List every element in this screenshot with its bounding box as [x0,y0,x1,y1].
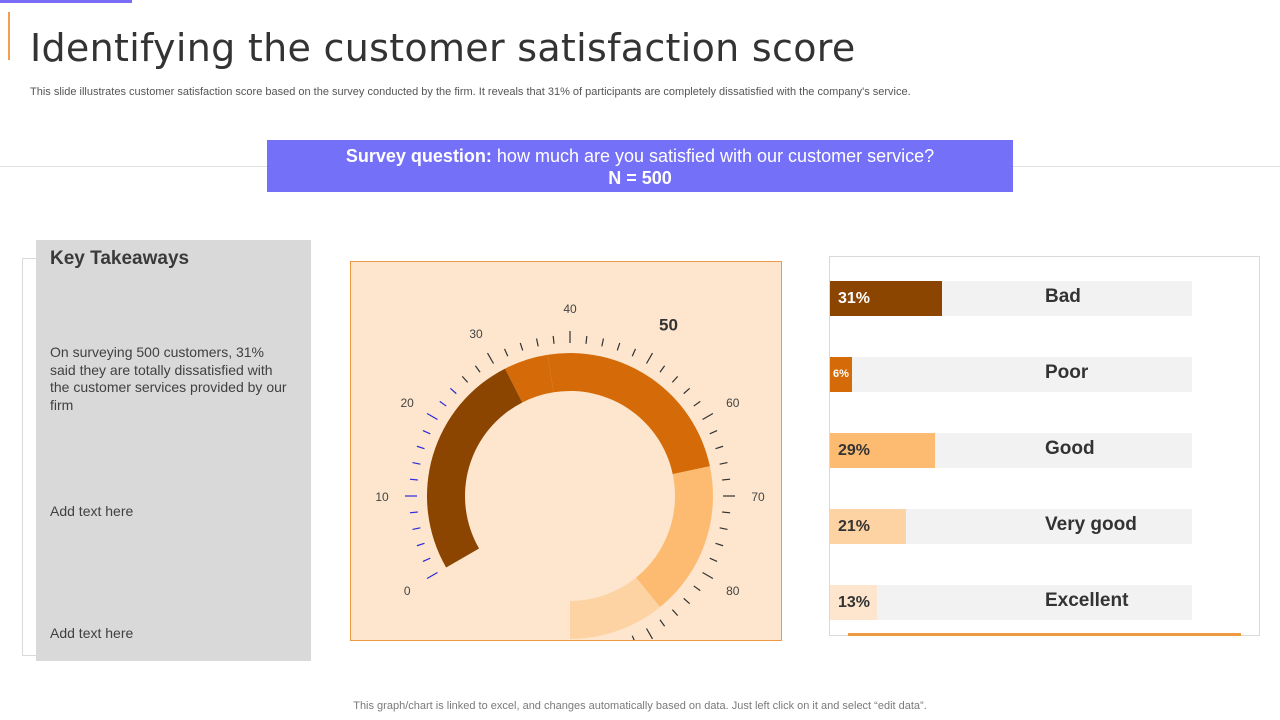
key-takeaways-panel: Key Takeaways On surveying 500 customers… [36,240,311,661]
bar-category-label-bad: Bad [1045,286,1081,307]
gauge-tick-32 [503,348,509,357]
bar-value-label-excellent: 13% [838,594,871,611]
gauge-tick-76 [715,542,724,547]
bar-good [830,433,935,468]
gauge-tick-54 [671,375,679,383]
bar-track-excellent: 13% Excellent [830,585,1192,620]
gauge-tick-label-60: 60 [726,396,740,410]
gauge-tick-50 [645,352,654,364]
survey-question-box: Survey question: how much are you satisf… [267,140,1013,192]
gauge-tick-label-20: 20 [401,396,415,410]
bar-category-label-excellent: Excellent [1045,590,1129,611]
title-accent-line [8,12,10,60]
placeholder-text-2: Add text here [50,625,134,641]
gauge-tick-42 [585,335,588,344]
gauge-tick-84 [683,597,691,605]
bar-track-good: 29% Good [830,433,1192,468]
gauge-tick-36 [535,338,539,347]
survey-question-text: how much are you satisfied with our cust… [491,146,935,166]
gauge-tick-56 [683,387,691,395]
placeholder-text-1: Add text here [50,503,134,519]
gauge-tick-80 [702,571,714,580]
gauge-tick-label-50: 50 [659,315,678,334]
bar-excellent [830,585,878,620]
gauge-tick-28 [474,365,481,373]
bar-very-good [830,509,907,544]
gauge-tick-18 [422,429,431,435]
gauge-tick-label-30: 30 [469,327,483,341]
gauge-tick-38 [552,335,555,344]
bar-track-very-good: 21% Very good [830,509,1192,544]
top-accent-bar [0,0,132,3]
bar-track-bad: 31% Bad [830,281,1192,316]
gauge-segment-bad [427,368,523,568]
bar-value-label-good: 29% [838,442,871,459]
page-title: Identifying the customer satisfaction sc… [30,26,856,70]
gauge-tick-68 [722,478,731,481]
gauge-tick-16 [416,445,425,450]
gauge-segment-excellent [570,577,660,639]
bar-chart-panel[interactable]: 31% Bad 6% Poor 29% Good 21% Very good 13% Excell… [829,256,1260,636]
gauge-tick-20 [426,412,438,421]
gauge-tick-label-80: 80 [726,584,740,598]
bar-value-label-bad: 31% [838,290,871,307]
gauge-tick-6 [412,527,421,531]
gauge-tick-86 [671,609,679,617]
gauge-tick-60 [702,412,714,421]
gauge-tick-4 [416,542,425,547]
gauge-tick-46 [616,342,621,351]
bar-chart-underline [848,633,1241,636]
gauge-tick-30 [486,352,495,364]
bar-category-label-poor: Poor [1045,362,1089,383]
gauge-tick-82 [693,585,701,592]
gauge-tick-14 [412,461,421,465]
gauge-tick-22 [439,400,447,407]
bar-poor [830,357,852,392]
gauge-tick-24 [449,387,457,395]
survey-question-label: Survey question: [345,146,492,166]
gauge-tick-78 [709,557,718,563]
gauge-tick-62 [709,429,718,435]
footer-note: This graph/chart is linked to excel, and… [353,700,927,712]
gauge-tick-26 [461,375,469,383]
gauge-tick-48 [631,348,637,357]
gauge-tick-66 [719,461,728,465]
survey-sample-size: N = 500 [608,168,672,188]
gauge-tick-88 [659,619,666,627]
gauge-chart: 0102030405060708090100 [375,302,765,640]
takeaway-outline [22,258,36,656]
gauge-segment-poor [505,354,554,403]
bar-bad [830,281,943,316]
gauge-tick-74 [719,527,728,531]
gauge-tick-64 [715,445,724,450]
gauge-tick-label-0: 0 [404,584,411,598]
page-subtitle: This slide illustrates customer satisfac… [30,86,911,98]
gauge-tick-label-10: 10 [375,490,389,504]
gauge-tick-0 [426,571,438,580]
gauge-segment-good [547,353,710,475]
gauge-segment-very-good [636,466,713,608]
gauge-tick-52 [659,365,666,373]
gauge-chart-panel[interactable]: 0102030405060708090100 [350,261,782,641]
bar-category-label-very-good: Very good [1045,514,1137,535]
gauge-tick-90 [645,628,654,640]
key-takeaways-title: Key Takeaways [50,248,190,269]
gauge-tick-label-70: 70 [751,490,765,504]
gauge-tick-8 [409,511,418,514]
gauge-tick-2 [422,557,431,563]
key-takeaways-text: On surveying 500 customers, 31% said the… [50,344,287,413]
gauge-tick-label-40: 40 [563,302,577,316]
gauge-tick-92 [631,635,635,640]
bar-value-label-very-good: 21% [838,518,871,535]
bar-category-label-good: Good [1045,438,1095,459]
gauge-tick-58 [693,400,701,407]
gauge-tick-44 [601,338,605,347]
gauge-tick-12 [409,478,418,481]
bar-value-label-poor: 6% [833,368,849,380]
gauge-tick-72 [722,511,731,514]
bar-track-poor: 6% Poor [830,357,1192,392]
gauge-tick-34 [519,342,524,351]
